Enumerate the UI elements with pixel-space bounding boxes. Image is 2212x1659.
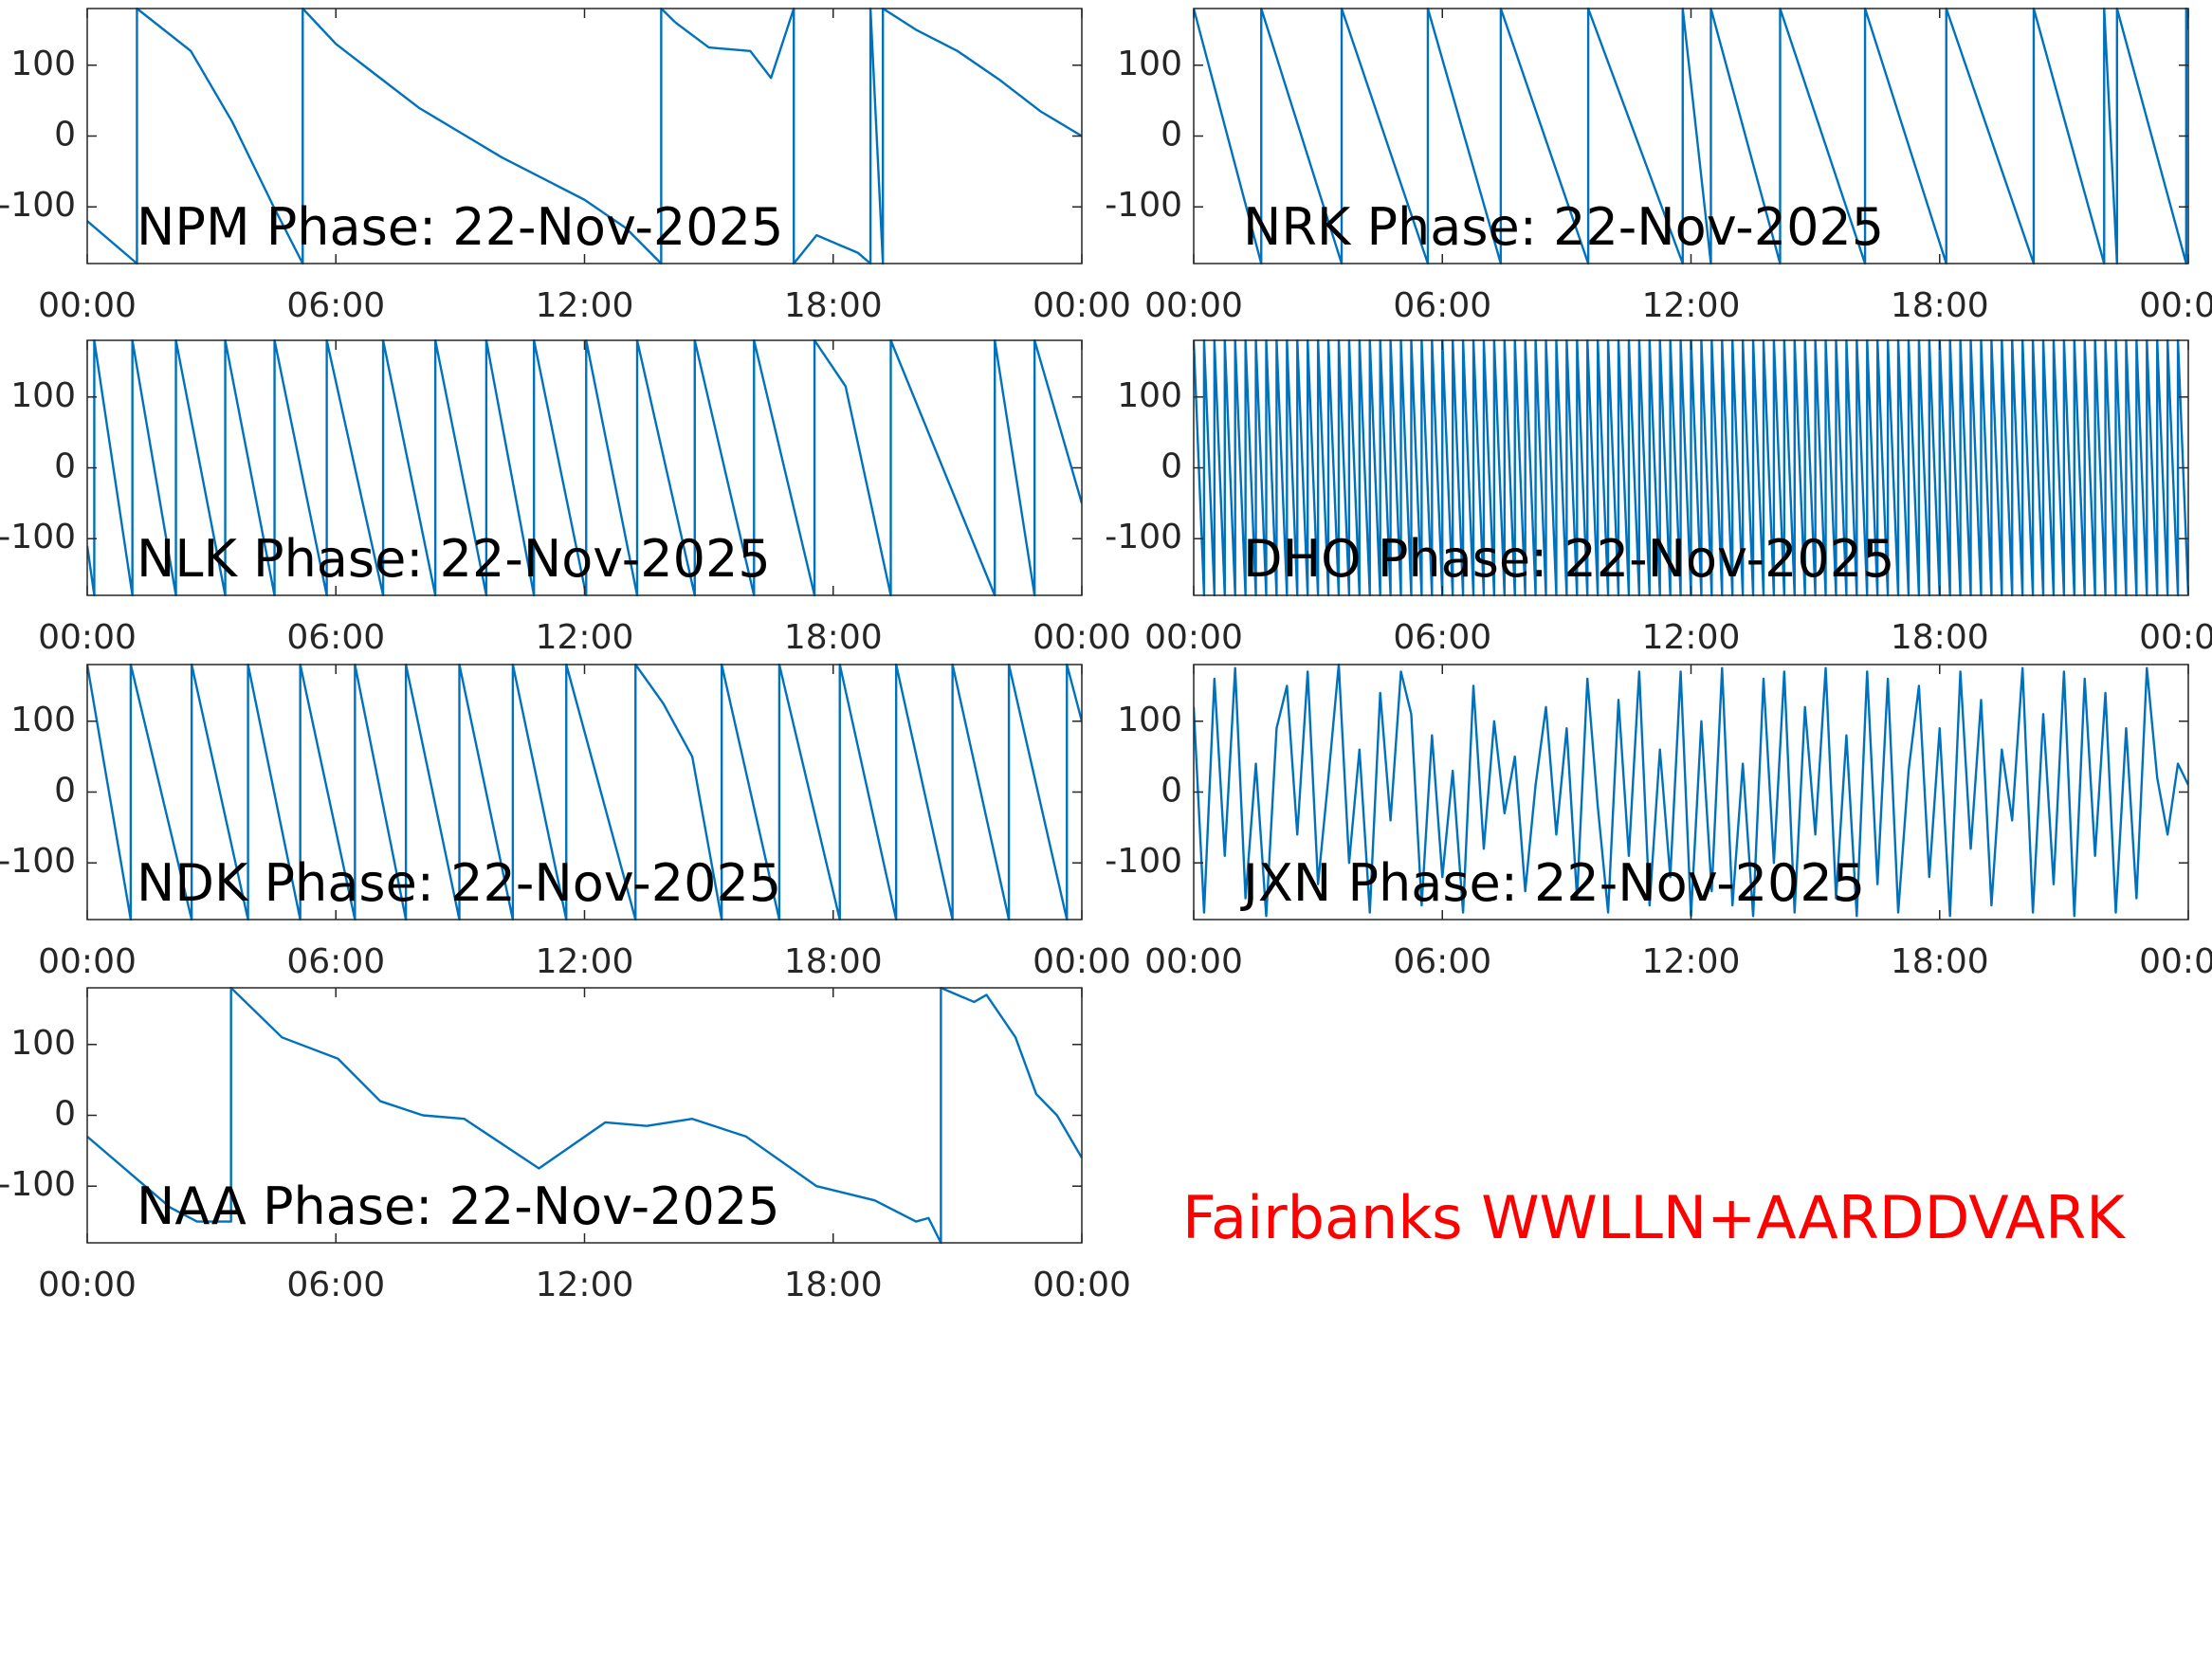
y-tick-label: 100 bbox=[1117, 45, 1182, 83]
plot-title: DHO Phase: 22-Nov-2025 bbox=[1243, 529, 1895, 589]
x-tick-label: 12:00 bbox=[536, 618, 634, 657]
x-tick-label: 06:00 bbox=[1393, 618, 1491, 657]
plot-title: NAA Phase: 22-Nov-2025 bbox=[137, 1176, 780, 1236]
x-tick-label: 06:00 bbox=[286, 618, 385, 657]
y-tick-label: 100 bbox=[10, 1024, 76, 1063]
y-tick-label: 0 bbox=[1161, 447, 1182, 486]
subplot: 00:00 06:00 12:00 18:00 00:00 -100 0 100 NLK Pha… bbox=[0, 339, 1131, 657]
x-tick-label: 00:00 bbox=[38, 942, 137, 981]
phase-line bbox=[87, 987, 1082, 1244]
y-tick-label: -100 bbox=[0, 186, 76, 225]
x-tick-label: 12:00 bbox=[536, 1266, 634, 1304]
x-tick-label: 00:00 bbox=[38, 618, 137, 657]
x-tick-label: 00:00 bbox=[1033, 618, 1131, 657]
y-tick-label: -100 bbox=[1105, 518, 1182, 556]
plot-title: NLK Phase: 22-Nov-2025 bbox=[137, 529, 771, 589]
phase-line bbox=[1194, 339, 2188, 596]
subplot: 00:00 06:00 12:00 18:00 00:00 -100 0 100 JXN Pha… bbox=[1105, 664, 2212, 981]
y-tick-label: 0 bbox=[1161, 116, 1182, 155]
subplot: 00:00 06:00 12:00 18:00 00:00 -100 0 100 NPM Pha… bbox=[0, 8, 1131, 325]
subplot: 00:00 06:00 12:00 18:00 00:00 -100 0 100 NRK Pha… bbox=[1105, 8, 2212, 325]
x-tick-label: 06:00 bbox=[1393, 942, 1491, 981]
y-tick-label: 100 bbox=[10, 376, 76, 415]
y-tick-label: 100 bbox=[1117, 701, 1182, 739]
x-tick-label: 00:00 bbox=[2139, 286, 2212, 325]
y-tick-label: 0 bbox=[54, 116, 76, 155]
y-tick-label: 0 bbox=[1161, 772, 1182, 811]
y-tick-label: 100 bbox=[1117, 376, 1182, 415]
y-tick-label: -100 bbox=[0, 842, 76, 881]
y-tick-label: -100 bbox=[0, 518, 76, 556]
y-tick-label: 100 bbox=[10, 701, 76, 739]
y-tick-label: 0 bbox=[54, 772, 76, 811]
y-tick-label: -100 bbox=[1105, 186, 1182, 225]
x-tick-label: 18:00 bbox=[784, 942, 883, 981]
x-tick-label: 06:00 bbox=[286, 942, 385, 981]
x-tick-label: 18:00 bbox=[784, 1266, 883, 1304]
x-tick-label: 18:00 bbox=[784, 286, 883, 325]
caption: Fairbanks WWLLN+AARDDVARK bbox=[1182, 1183, 2126, 1252]
plot-title: NPM Phase: 22-Nov-2025 bbox=[137, 197, 783, 257]
subplot: 00:00 06:00 12:00 18:00 00:00 -100 0 100 NDK Pha… bbox=[0, 664, 1131, 981]
subplot: 00:00 06:00 12:00 18:00 00:00 -100 0 100 NAA Pha… bbox=[0, 987, 1131, 1304]
x-tick-label: 06:00 bbox=[286, 286, 385, 325]
x-tick-label: 00:00 bbox=[1033, 1266, 1131, 1304]
x-tick-label: 12:00 bbox=[1642, 286, 1741, 325]
x-tick-label: 18:00 bbox=[1891, 286, 1989, 325]
x-tick-label: 12:00 bbox=[536, 942, 634, 981]
x-tick-label: 18:00 bbox=[784, 618, 883, 657]
x-tick-label: 00:00 bbox=[2139, 942, 2212, 981]
x-tick-label: 00:00 bbox=[2139, 618, 2212, 657]
x-tick-label: 00:00 bbox=[38, 286, 137, 325]
y-tick-label: 0 bbox=[54, 447, 76, 486]
x-tick-label: 00:00 bbox=[1033, 942, 1131, 981]
x-tick-label: 00:00 bbox=[1144, 286, 1243, 325]
x-tick-label: 00:00 bbox=[1144, 618, 1243, 657]
x-tick-label: 00:00 bbox=[38, 1266, 137, 1304]
x-tick-label: 12:00 bbox=[1642, 618, 1741, 657]
phase-line bbox=[1194, 8, 2188, 264]
x-tick-label: 06:00 bbox=[1393, 286, 1491, 325]
subplot: 00:00 06:00 12:00 18:00 00:00 -100 0 100 DHO Pha… bbox=[1105, 339, 2212, 657]
y-tick-label: -100 bbox=[1105, 842, 1182, 881]
plot-title: NDK Phase: 22-Nov-2025 bbox=[137, 853, 781, 913]
plot-title: JXN Phase: 22-Nov-2025 bbox=[1240, 853, 1865, 913]
plot-title: NRK Phase: 22-Nov-2025 bbox=[1243, 197, 1884, 257]
x-tick-label: 12:00 bbox=[1642, 942, 1741, 981]
phase-line bbox=[87, 664, 1082, 921]
y-tick-label: -100 bbox=[0, 1165, 76, 1204]
x-tick-label: 12:00 bbox=[536, 286, 634, 325]
x-tick-label: 00:00 bbox=[1144, 942, 1243, 981]
x-tick-label: 18:00 bbox=[1891, 942, 1989, 981]
x-tick-label: 18:00 bbox=[1891, 618, 1989, 657]
y-tick-label: 100 bbox=[10, 45, 76, 83]
x-tick-label: 06:00 bbox=[286, 1266, 385, 1304]
x-tick-label: 00:00 bbox=[1033, 286, 1131, 325]
y-tick-label: 0 bbox=[54, 1095, 76, 1134]
